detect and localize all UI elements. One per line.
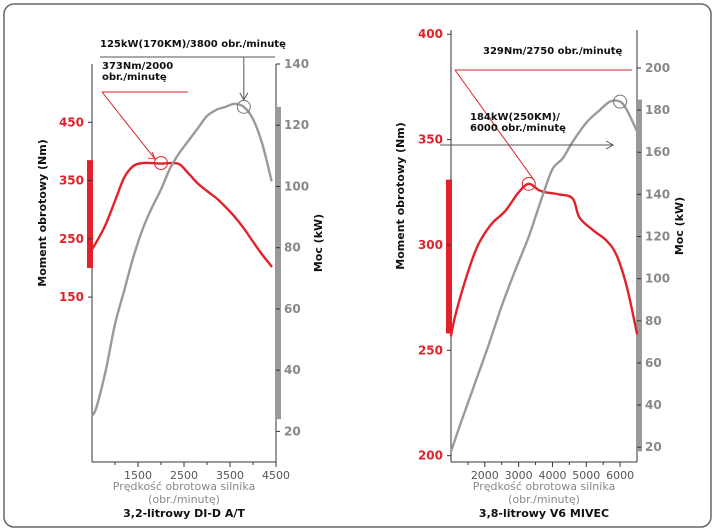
y-right-tick-label: 40 <box>284 363 301 377</box>
y-right-tick-label: 80 <box>645 314 662 328</box>
y-right-axis-label: Moc (kW) <box>312 214 325 272</box>
y-right-tick-label: 60 <box>645 356 662 370</box>
torque-line <box>90 161 273 268</box>
x-tick-label: 6000 <box>606 469 634 482</box>
annotation-marker <box>613 94 628 109</box>
y-left-tick-label: 450 <box>59 115 84 129</box>
torque-line <box>449 182 639 337</box>
y-right-tick-label: 140 <box>284 57 309 71</box>
torque-range-bar <box>446 179 452 334</box>
x-tick-label: 5000 <box>572 469 600 482</box>
x-tick-label: 4000 <box>538 469 566 482</box>
annotation-arrowhead <box>239 92 249 101</box>
power-range-bar <box>275 106 281 420</box>
power-line <box>90 102 273 418</box>
y-left-tick-label: 300 <box>418 238 443 252</box>
y-left-tick-label: 250 <box>418 343 443 357</box>
y-right-tick-label: 20 <box>284 424 301 438</box>
annotation-leader <box>101 91 156 160</box>
x-axis-label: Prędkość obrotowa silnika <box>473 480 615 493</box>
power-line <box>449 99 639 453</box>
x-tick-label: 3500 <box>216 469 244 482</box>
x-tick-label: 4500 <box>262 469 290 482</box>
y-left-tick-label: 250 <box>59 232 84 246</box>
y-left-tick-label: 150 <box>59 290 84 304</box>
y-left-axis-label: Moment obrotowy (Nm) <box>394 122 407 269</box>
chart-title: 3,8-litrowy V6 MIVEC <box>479 507 609 520</box>
x-tick-label: 1500 <box>124 469 152 482</box>
annotation-label: 125kW(170KM)/3800 obr./minutę <box>100 39 286 50</box>
y-right-tick-label: 100 <box>645 272 670 286</box>
y-left-tick-label: 350 <box>418 133 443 147</box>
annotation-marker <box>154 156 168 171</box>
y-right-tick-label: 60 <box>284 302 301 316</box>
x-axis-label-unit: (obr./minutę) <box>508 493 580 506</box>
y-left-tick-label: 200 <box>418 449 443 463</box>
y-right-tick-label: 40 <box>645 398 662 412</box>
chart-2: 2000 3000 4000 5000 6000 200 250 300 350 400 20 40 6… <box>394 27 686 520</box>
annotation-marker <box>521 176 536 191</box>
x-axis-label: Prędkość obrotowa silnika <box>113 480 255 493</box>
annotation-label: 329Nm/2750 obr./minutę <box>483 46 622 57</box>
torque-range-bar <box>87 160 93 268</box>
chart-1: 1500 2500 3500 4500 150 250 350 450 20 40 60 80 100 1… <box>36 39 325 520</box>
x-tick-label: 2000 <box>471 469 499 482</box>
chart-title: 3,2-litrowy DI-D A/T <box>123 507 245 520</box>
y-right-tick-label: 160 <box>645 145 670 159</box>
y-right-tick-label: 200 <box>645 61 670 75</box>
annotation-label: 6000 obr./minutę <box>470 123 566 134</box>
annotation-label: obr./minutę <box>102 72 167 83</box>
y-right-axis-label: Moc (kW) <box>673 197 686 255</box>
panel-border <box>3 3 712 528</box>
x-tick-label: 3000 <box>505 469 533 482</box>
y-left-tick-label: 350 <box>59 174 84 188</box>
annotation-arrowhead <box>605 140 615 150</box>
annotation-label: 184kW(250KM)/ <box>470 112 560 123</box>
y-right-tick-label: 100 <box>284 179 309 193</box>
y-right-tick-label: 20 <box>645 440 662 454</box>
annotation-label: 373Nm/2000 <box>102 61 173 72</box>
y-right-tick-label: 120 <box>284 118 309 132</box>
annotation-arrowhead <box>147 151 156 160</box>
y-left-axis-label: Moment obrotowy (Nm) <box>36 139 49 286</box>
y-left-tick-label: 400 <box>418 27 443 41</box>
y-right-tick-label: 140 <box>645 187 670 201</box>
annotation-leader <box>454 69 535 181</box>
y-right-tick-label: 120 <box>645 230 670 244</box>
x-axis-label-unit: (obr./minutę) <box>148 493 220 506</box>
power-range-bar <box>636 99 642 452</box>
y-right-tick-label: 80 <box>284 241 301 255</box>
y-right-tick-label: 180 <box>645 103 670 117</box>
x-tick-label: 2500 <box>170 469 198 482</box>
